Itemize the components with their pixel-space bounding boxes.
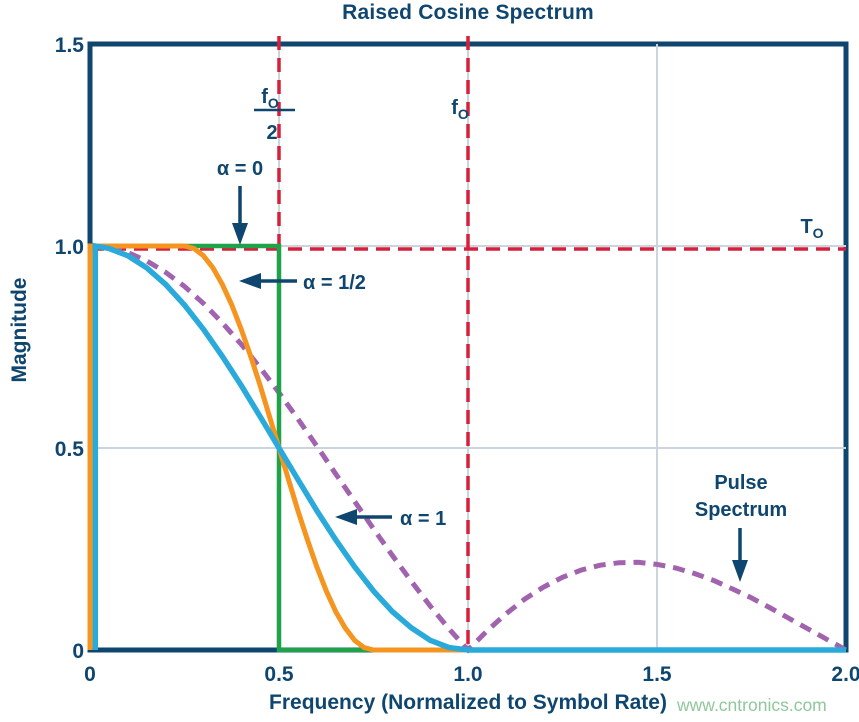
chart-title: Raised Cosine Spectrum [342,1,594,24]
annotation-arrows [232,186,748,582]
curves [87,242,848,654]
y-tick-label: 0 [72,640,84,663]
annotations: α = 0 α = 1/2 α = 1 Pulse Spectrum fO 2 … [217,86,824,530]
watermark-text: www.cntronics.com [677,695,827,715]
y-tick-label: 1.0 [55,236,84,259]
alpha-1-arrow-head [335,509,357,525]
x-tick-label: 0.5 [264,663,294,686]
y-tick-label: 0.5 [55,438,85,461]
x-axis-title: Frequency (Normalized to Symbol Rate) [269,691,667,714]
alpha-half-label: α = 1/2 [303,272,366,294]
fo-label: fO [451,97,469,122]
alpha-half-arrow-head [239,273,261,289]
x-tick-label: 1.5 [642,663,672,686]
fo-over-2-denominator: 2 [266,122,277,144]
curve-alpha-1 [92,242,846,653]
y-tick-label: 1.5 [55,34,85,57]
to-label: TO [800,216,823,241]
x-tick-label: 2.0 [831,663,859,686]
curve-alpha-half [87,243,846,653]
x-tick-label: 0 [84,663,96,686]
alpha-1-label: α = 1 [400,508,446,530]
tick-labels: 0 0.5 1.0 1.5 2.0 0 0.5 1.0 1.5 [55,34,859,686]
alpha-0-label: α = 0 [217,158,263,180]
pulse-spectrum-label-line2: Spectrum [695,499,787,521]
pulse-arrow-head [732,560,748,582]
x-tick-label: 1.0 [453,663,482,686]
fo-over-2-numerator: fO [261,86,279,111]
pulse-spectrum-label-line1: Pulse [714,472,767,494]
alpha-0-arrow-head [232,223,248,245]
